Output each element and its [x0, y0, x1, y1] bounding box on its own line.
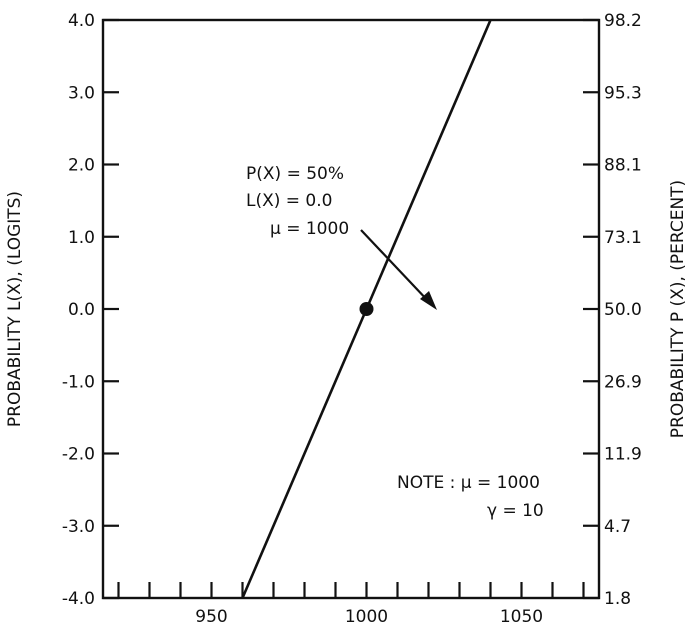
annotation-arrow-shaft [360, 229, 431, 304]
marker-annotation: P(X) = 50% L(X) = 0.0 μ = 1000 [246, 164, 437, 310]
right-tick-label-5: 26.9 [604, 372, 642, 392]
annotation-line-2: L(X) = 0.0 [246, 191, 332, 211]
right-tick-label-6: 11.9 [604, 445, 642, 465]
note-line-2: γ = 10 [487, 501, 544, 521]
left-tick-label-1: 3.0 [68, 83, 95, 103]
x-axis: 950 1000 1050 [117, 582, 585, 627]
left-tick-label-8: -4.0 [62, 589, 95, 609]
x-tick-label-2: 1050 [500, 607, 543, 627]
left-axis-title: PROBABILITY L(X), (LOGITS) [5, 191, 25, 427]
right-tick-label-3: 73.1 [604, 228, 642, 248]
right-tick-label-0: 98.2 [604, 11, 642, 31]
note-block: NOTE : μ = 1000 γ = 10 [397, 473, 544, 521]
annotation-line-1: P(X) = 50% [246, 164, 344, 184]
left-tick-label-7: -3.0 [62, 517, 95, 537]
left-tick-label-6: -2.0 [62, 445, 95, 465]
annotation-line-3: μ = 1000 [270, 219, 349, 239]
left-axis: 4.0 3.0 2.0 1.0 0.0 -1.0 -2.0 -3.0 -4.0 [62, 11, 119, 609]
annotation-arrowhead [420, 291, 437, 310]
left-tick-label-4: 0.0 [68, 300, 95, 320]
right-tick-label-7: 4.7 [604, 517, 631, 537]
left-tick-label-3: 1.0 [68, 228, 95, 248]
right-axis-title: PROBABILITY P (X), (PERCENT) [668, 180, 688, 438]
right-tick-label-8: 1.8 [604, 589, 631, 609]
midpoint-marker [359, 302, 374, 316]
right-tick-label-2: 88.1 [604, 156, 642, 176]
left-tick-label-5: -1.0 [62, 372, 95, 392]
right-axis: 98.2 95.3 88.1 73.1 50.0 26.9 11.9 4.7 1.8 [583, 11, 642, 609]
x-tick-label-0: 950 [195, 607, 227, 627]
right-tick-label-1: 95.3 [604, 83, 642, 103]
left-tick-label-2: 2.0 [68, 156, 95, 176]
series-group [241, 19, 492, 599]
note-line-1: NOTE : μ = 1000 [397, 473, 540, 493]
right-tick-label-4: 50.0 [604, 300, 642, 320]
left-tick-label-0: 4.0 [68, 11, 95, 31]
x-tick-label-1: 1000 [345, 607, 388, 627]
